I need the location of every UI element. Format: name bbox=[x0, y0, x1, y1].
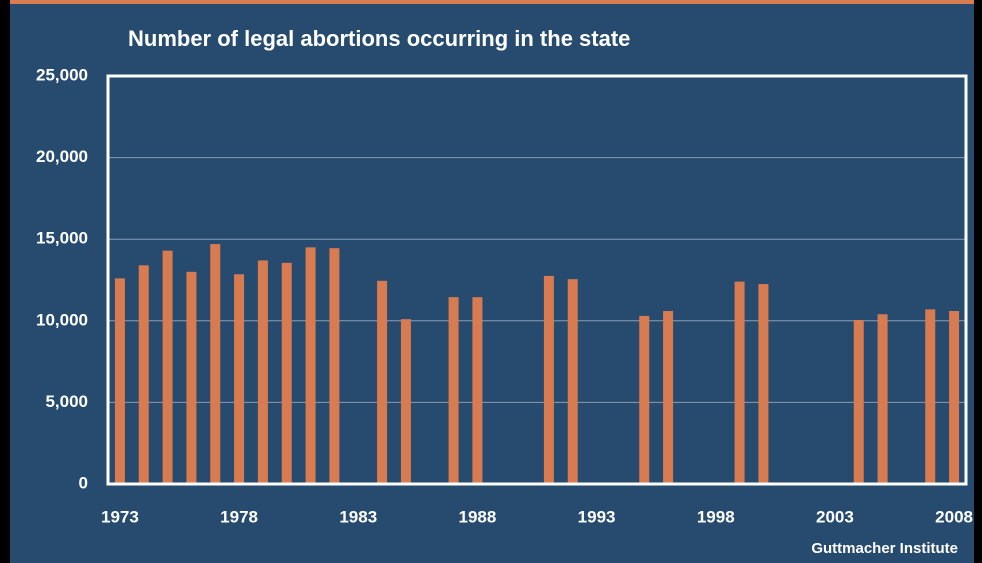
x-tick-label: 1988 bbox=[459, 507, 497, 526]
bar bbox=[472, 297, 483, 484]
x-tick-label: 1978 bbox=[220, 507, 258, 526]
x-tick-label: 1993 bbox=[578, 507, 616, 526]
bar bbox=[758, 284, 769, 484]
bar bbox=[853, 319, 864, 484]
x-tick-label: 1983 bbox=[339, 507, 377, 526]
bar bbox=[448, 297, 459, 484]
bar bbox=[567, 279, 578, 484]
bar bbox=[329, 248, 340, 484]
bar bbox=[257, 260, 268, 484]
bar bbox=[400, 319, 411, 484]
top-stripe bbox=[10, 0, 974, 4]
x-tick-label: 2003 bbox=[816, 507, 854, 526]
background bbox=[10, 0, 974, 563]
bar bbox=[162, 250, 173, 484]
x-tick-label: 2008 bbox=[935, 507, 973, 526]
y-tick-label: 5,000 bbox=[45, 392, 88, 411]
x-tick-label: 1998 bbox=[697, 507, 735, 526]
bar bbox=[949, 311, 960, 484]
chart-title: Number of legal abortions occurring in t… bbox=[128, 26, 630, 51]
y-tick-label: 0 bbox=[79, 473, 88, 492]
plot-frame bbox=[106, 74, 968, 486]
bar bbox=[234, 274, 245, 484]
bar bbox=[210, 244, 221, 484]
y-tick-label: 20,000 bbox=[36, 147, 88, 166]
bar bbox=[734, 281, 745, 484]
bar bbox=[281, 262, 292, 484]
bar bbox=[114, 278, 125, 484]
bar bbox=[663, 311, 674, 484]
x-tick-label: 1973 bbox=[101, 507, 139, 526]
bar bbox=[925, 309, 936, 484]
y-tick-label: 25,000 bbox=[36, 65, 88, 84]
bar bbox=[639, 315, 650, 484]
source: Guttmacher Institute bbox=[811, 540, 958, 557]
bar bbox=[877, 314, 888, 484]
bar bbox=[305, 247, 316, 484]
bar bbox=[186, 271, 197, 484]
bar bbox=[543, 275, 554, 484]
bar bbox=[377, 280, 388, 484]
y-tick-label: 15,000 bbox=[36, 229, 88, 248]
y-tick-label: 10,000 bbox=[36, 310, 88, 329]
bar bbox=[138, 265, 149, 484]
